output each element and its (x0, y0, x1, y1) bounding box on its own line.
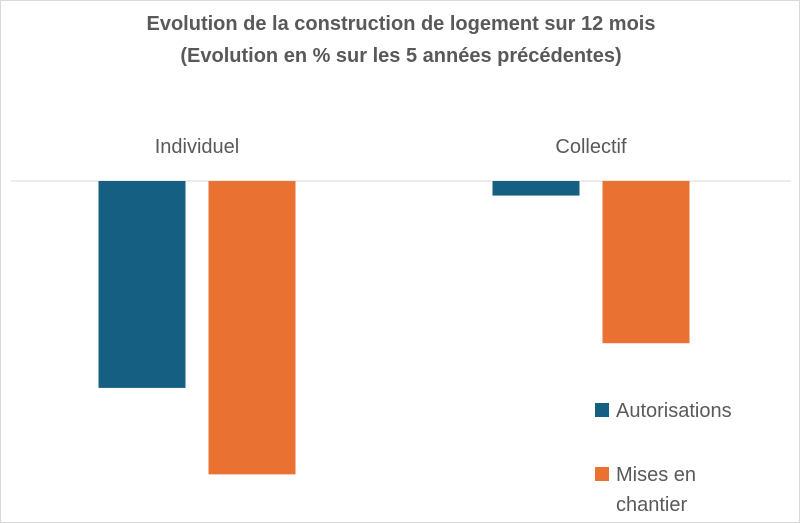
category-label: Collectif (555, 136, 627, 158)
category-label: Individuel (155, 136, 240, 158)
legend-label: Mises en chantier (616, 464, 696, 516)
bar-mises-en-chantier (602, 181, 690, 344)
bar-autorisations (492, 181, 580, 196)
legend-label: Autorisations (616, 400, 732, 422)
chart-subtitle: (Evolution en % sur les 5 années précéde… (180, 45, 622, 67)
legend-swatch (595, 467, 609, 481)
bar-autorisations (98, 181, 186, 388)
legend-swatch (595, 403, 609, 417)
chart-title: Evolution de la construction de logement… (146, 13, 656, 35)
bar-mises-en-chantier (208, 181, 296, 475)
